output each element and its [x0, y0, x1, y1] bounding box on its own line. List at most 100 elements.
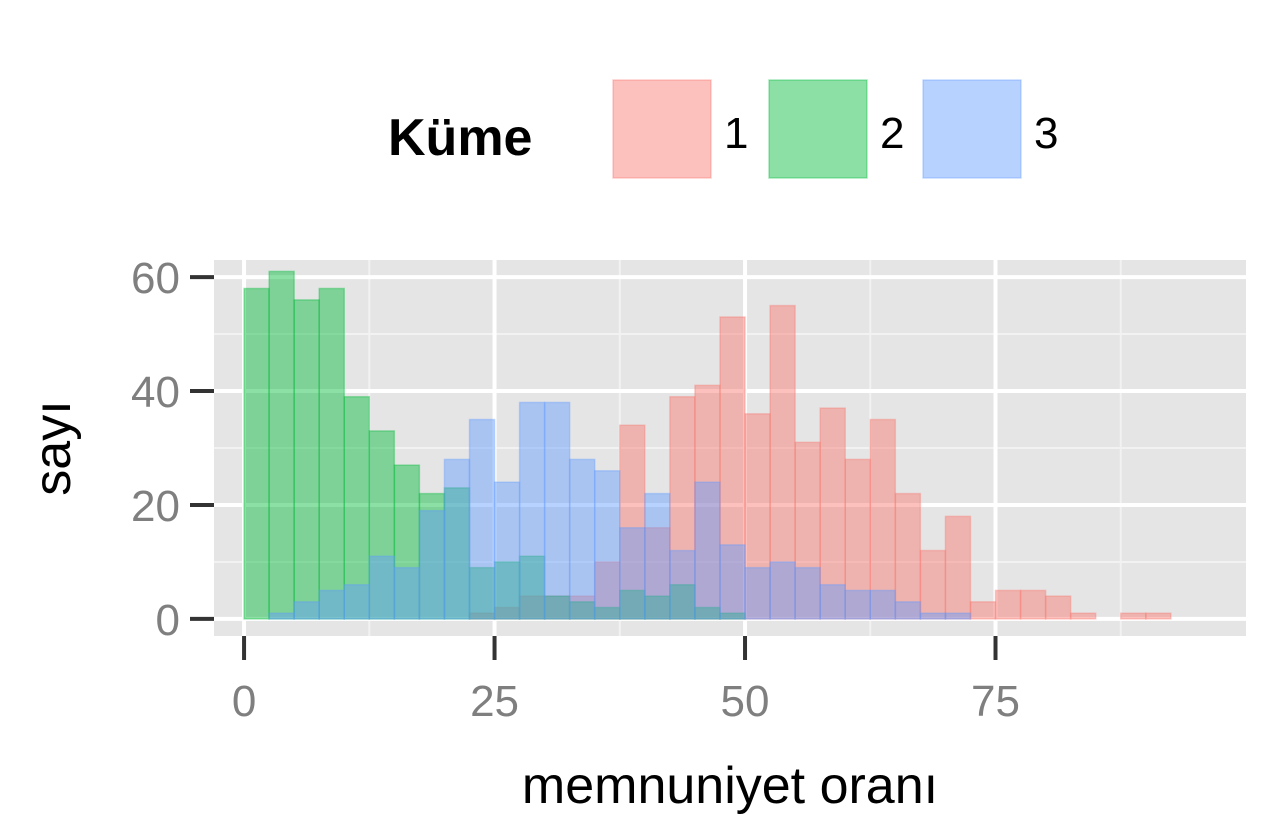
- bar: [694, 606, 721, 620]
- bar: [518, 401, 546, 620]
- bar: [869, 589, 897, 620]
- bar: [593, 561, 621, 620]
- bar: [318, 287, 346, 620]
- bar: [268, 612, 295, 620]
- grid-minor: [214, 260, 1246, 636]
- bar: [568, 595, 596, 620]
- bar: [819, 583, 846, 620]
- y-tick-label: 0: [156, 596, 180, 645]
- bar: [418, 492, 446, 620]
- bar: [393, 464, 421, 620]
- bar: [669, 583, 696, 620]
- bar: [493, 561, 521, 620]
- bar: [744, 566, 771, 620]
- series-2: [243, 270, 746, 620]
- x-tick-label: 0: [232, 677, 256, 726]
- bar: [1019, 589, 1047, 620]
- bar: [969, 601, 997, 620]
- bar: [919, 612, 947, 620]
- bar: [769, 304, 796, 620]
- plot-area: [214, 260, 1246, 636]
- bar: [468, 418, 496, 620]
- bar: [919, 549, 947, 620]
- bar: [819, 407, 846, 620]
- bar: [944, 612, 972, 620]
- bar: [619, 589, 646, 620]
- bar: [493, 481, 521, 620]
- bar: [994, 589, 1022, 620]
- bar: [694, 384, 721, 620]
- bar: [1145, 612, 1172, 620]
- grid-major: [214, 260, 1246, 636]
- legend-label: 3: [1034, 109, 1058, 158]
- bar: [744, 413, 771, 620]
- bar: [368, 430, 396, 620]
- bar: [1044, 595, 1072, 620]
- bar: [293, 299, 320, 620]
- y-axis: 0 20 40 60: [131, 254, 214, 645]
- bar: [619, 424, 646, 620]
- bar: [944, 515, 972, 620]
- bars: [243, 270, 1172, 620]
- bar: [343, 583, 371, 620]
- x-axis: 0 25 50 75: [232, 636, 1020, 726]
- x-tick-label: 75: [971, 677, 1020, 726]
- bar: [844, 458, 872, 620]
- x-tick-label: 50: [721, 677, 770, 726]
- y-axis-title: sayı: [24, 400, 82, 495]
- series-3: [268, 401, 972, 620]
- legend: Küme 1 2 3: [388, 79, 1058, 179]
- series-1: [468, 304, 1172, 620]
- bar: [343, 395, 371, 620]
- y-tick-label: 40: [131, 368, 180, 417]
- bar: [719, 612, 746, 620]
- bar: [869, 418, 897, 620]
- bar: [669, 549, 696, 620]
- bar: [1120, 612, 1147, 620]
- bar: [543, 401, 571, 620]
- legend-item-2: 2: [768, 79, 904, 179]
- bar: [644, 527, 671, 620]
- bar: [518, 595, 546, 620]
- legend-key-bg: [612, 79, 712, 179]
- bar: [769, 561, 796, 620]
- bar: [894, 601, 922, 620]
- bar: [794, 566, 821, 620]
- bar: [268, 270, 295, 620]
- legend-label: 1: [724, 109, 748, 158]
- bar: [243, 287, 270, 620]
- legend-key: [922, 79, 1022, 179]
- bar: [568, 458, 596, 620]
- y-tick-label: 20: [131, 482, 180, 531]
- bar: [794, 441, 821, 620]
- bar: [368, 555, 396, 620]
- bar: [443, 458, 471, 620]
- bar: [443, 487, 471, 620]
- legend-key-bg: [768, 79, 868, 179]
- bar: [468, 566, 496, 620]
- bar: [593, 470, 621, 620]
- legend-key: [612, 79, 712, 179]
- legend-item-1: 1: [612, 79, 748, 179]
- bar: [293, 601, 320, 620]
- bar: [719, 316, 746, 620]
- bar: [619, 527, 646, 620]
- legend-item-3: 3: [922, 79, 1058, 179]
- bar: [393, 566, 421, 620]
- bar: [844, 589, 872, 620]
- bar: [644, 595, 671, 620]
- bar: [694, 481, 721, 620]
- bar: [593, 606, 621, 620]
- bar: [543, 595, 571, 620]
- bar: [568, 601, 596, 620]
- bar: [894, 492, 922, 620]
- bar: [318, 589, 346, 620]
- bar: [468, 612, 496, 620]
- bar: [543, 595, 571, 620]
- bar: [418, 509, 446, 620]
- bar: [669, 395, 696, 620]
- legend-key-bg: [922, 79, 1022, 179]
- legend-key: [768, 79, 868, 179]
- legend-entries: 1 2 3: [612, 79, 1058, 179]
